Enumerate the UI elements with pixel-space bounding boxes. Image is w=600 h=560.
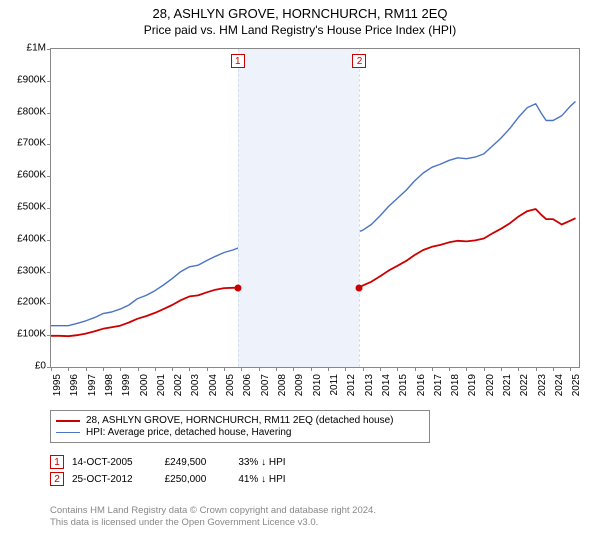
x-tick-label: 2000 [139, 374, 150, 404]
x-tick-label: 2012 [346, 374, 357, 404]
x-tick-label: 2024 [554, 374, 565, 404]
x-tick-label: 2022 [519, 374, 530, 404]
sales-cell-delta: 33% ↓ HPI [238, 457, 285, 468]
sales-cell-price: £250,000 [165, 474, 207, 485]
y-tick-label: £700K [17, 138, 46, 149]
sales-cell-delta: 41% ↓ HPI [238, 474, 285, 485]
x-tick-label: 2006 [242, 374, 253, 404]
legend-label: HPI: Average price, detached house, Have… [86, 427, 292, 438]
purchase-period-shaded [238, 49, 360, 367]
y-tick-label: £600K [17, 170, 46, 181]
chart-container: 28, ASHLYN GROVE, HORNCHURCH, RM11 2EQ P… [0, 0, 600, 560]
x-tick-label: 2013 [364, 374, 375, 404]
y-tick-label: £900K [17, 74, 46, 85]
x-tick-label: 1999 [121, 374, 132, 404]
x-tick-label: 2003 [190, 374, 201, 404]
legend-swatch [56, 420, 80, 422]
sale-dot [234, 284, 241, 291]
y-tick-label: £200K [17, 297, 46, 308]
x-tick-label: 2017 [433, 374, 444, 404]
chart-title-address: 28, ASHLYN GROVE, HORNCHURCH, RM11 2EQ [0, 6, 600, 21]
sale-dot [356, 284, 363, 291]
x-tick-label: 2020 [485, 374, 496, 404]
sale-marker: 2 [352, 54, 366, 68]
legend: 28, ASHLYN GROVE, HORNCHURCH, RM11 2EQ (… [50, 410, 430, 443]
x-tick-label: 2002 [173, 374, 184, 404]
x-tick-label: 2018 [450, 374, 461, 404]
sale-date-line [359, 49, 360, 367]
sales-row: 2 25-OCT-2012 £250,000 41% ↓ HPI [50, 472, 550, 486]
x-tick-label: 2019 [467, 374, 478, 404]
sale-marker-icon: 1 [50, 455, 64, 469]
x-tick-label: 2015 [398, 374, 409, 404]
x-tick-label: 2001 [156, 374, 167, 404]
x-tick-label: 2016 [416, 374, 427, 404]
x-tick-label: 2025 [571, 374, 582, 404]
x-tick-label: 1996 [69, 374, 80, 404]
x-tick-label: 2005 [225, 374, 236, 404]
x-tick-label: 1998 [104, 374, 115, 404]
y-tick-label: £400K [17, 233, 46, 244]
footer-line: This data is licensed under the Open Gov… [50, 517, 570, 529]
x-tick-label: 2004 [208, 374, 219, 404]
chart-plot-area: 12 [50, 48, 580, 368]
x-tick-label: 2008 [277, 374, 288, 404]
footer-line: Contains HM Land Registry data © Crown c… [50, 505, 570, 517]
y-tick-label: £300K [17, 265, 46, 276]
sales-row: 1 14-OCT-2005 £249,500 33% ↓ HPI [50, 455, 550, 469]
x-tick-label: 2011 [329, 374, 340, 404]
sale-marker-icon: 2 [50, 472, 64, 486]
sales-cell-price: £249,500 [165, 457, 207, 468]
legend-swatch [56, 432, 80, 433]
legend-item: HPI: Average price, detached house, Have… [56, 427, 424, 438]
x-tick-label: 1997 [87, 374, 98, 404]
footer-attribution: Contains HM Land Registry data © Crown c… [50, 505, 570, 530]
y-tick-label: £500K [17, 202, 46, 213]
y-tick-label: £0 [35, 361, 46, 372]
legend-label: 28, ASHLYN GROVE, HORNCHURCH, RM11 2EQ (… [86, 415, 394, 426]
y-tick-label: £100K [17, 329, 46, 340]
y-tick-label: £1M [27, 43, 46, 54]
x-tick-label: 1995 [52, 374, 63, 404]
x-tick-label: 2014 [381, 374, 392, 404]
x-tick-label: 2007 [260, 374, 271, 404]
legend-item: 28, ASHLYN GROVE, HORNCHURCH, RM11 2EQ (… [56, 415, 424, 426]
x-tick-label: 2010 [312, 374, 323, 404]
y-tick-label: £800K [17, 106, 46, 117]
x-tick-label: 2023 [537, 374, 548, 404]
chart-title-subtitle: Price paid vs. HM Land Registry's House … [0, 23, 600, 37]
title-block: 28, ASHLYN GROVE, HORNCHURCH, RM11 2EQ P… [0, 0, 600, 37]
sales-cell-date: 25-OCT-2012 [72, 474, 133, 485]
sales-cell-date: 14-OCT-2005 [72, 457, 133, 468]
sales-table: 1 14-OCT-2005 £249,500 33% ↓ HPI 2 25-OCT-201… [50, 452, 550, 489]
sale-marker: 1 [231, 54, 245, 68]
x-tick-label: 2021 [502, 374, 513, 404]
sale-date-line [238, 49, 239, 367]
x-tick-label: 2009 [294, 374, 305, 404]
